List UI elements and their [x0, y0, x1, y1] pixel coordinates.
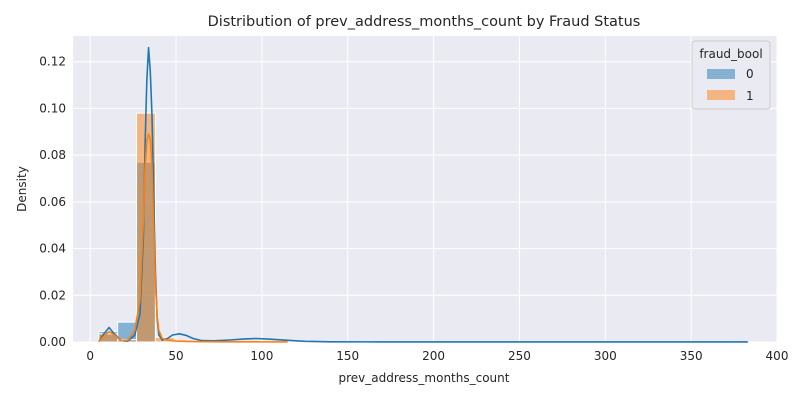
kde-line-series-1	[98, 133, 288, 343]
x-axis-ticks: 0 50 100 150 200 250 300 350 400	[86, 349, 788, 363]
legend-swatch-1	[707, 90, 735, 100]
x-axis-label: prev_address_months_count	[339, 371, 510, 385]
x-tick-label-8: 400	[766, 349, 789, 363]
kde-curves	[98, 46, 748, 343]
legend-swatch-0	[707, 69, 735, 79]
legend: fraud_bool 0 1	[691, 40, 771, 110]
x-tick-label-3: 150	[336, 349, 359, 363]
x-tick-label-4: 200	[422, 349, 445, 363]
x-tick-label-1: 50	[168, 349, 183, 363]
y-tick-label-6: 0.12	[39, 55, 66, 69]
x-tick-label-0: 0	[86, 349, 94, 363]
x-tick-label-6: 300	[594, 349, 617, 363]
legend-label-0: 0	[746, 67, 754, 81]
x-tick-label-2: 100	[250, 349, 273, 363]
chart-title: Distribution of prev_address_months_coun…	[208, 14, 641, 30]
x-tick-label-7: 350	[680, 349, 703, 363]
y-tick-label-2: 0.04	[39, 242, 66, 256]
y-axis-label: Density	[15, 166, 29, 212]
y-tick-label-5: 0.10	[39, 101, 66, 115]
y-tick-label-0: 0.00	[39, 335, 66, 349]
plot-area	[73, 36, 777, 342]
y-tick-label-1: 0.02	[39, 288, 66, 302]
x-tick-label-5: 250	[508, 349, 531, 363]
legend-label-1: 1	[746, 89, 754, 103]
y-tick-label-4: 0.08	[39, 148, 66, 162]
y-axis-ticks: 0.00 0.02 0.04 0.06 0.08 0.10 0.12	[39, 55, 66, 349]
y-tick-label-3: 0.06	[39, 195, 66, 209]
legend-title: fraud_bool	[699, 47, 762, 61]
